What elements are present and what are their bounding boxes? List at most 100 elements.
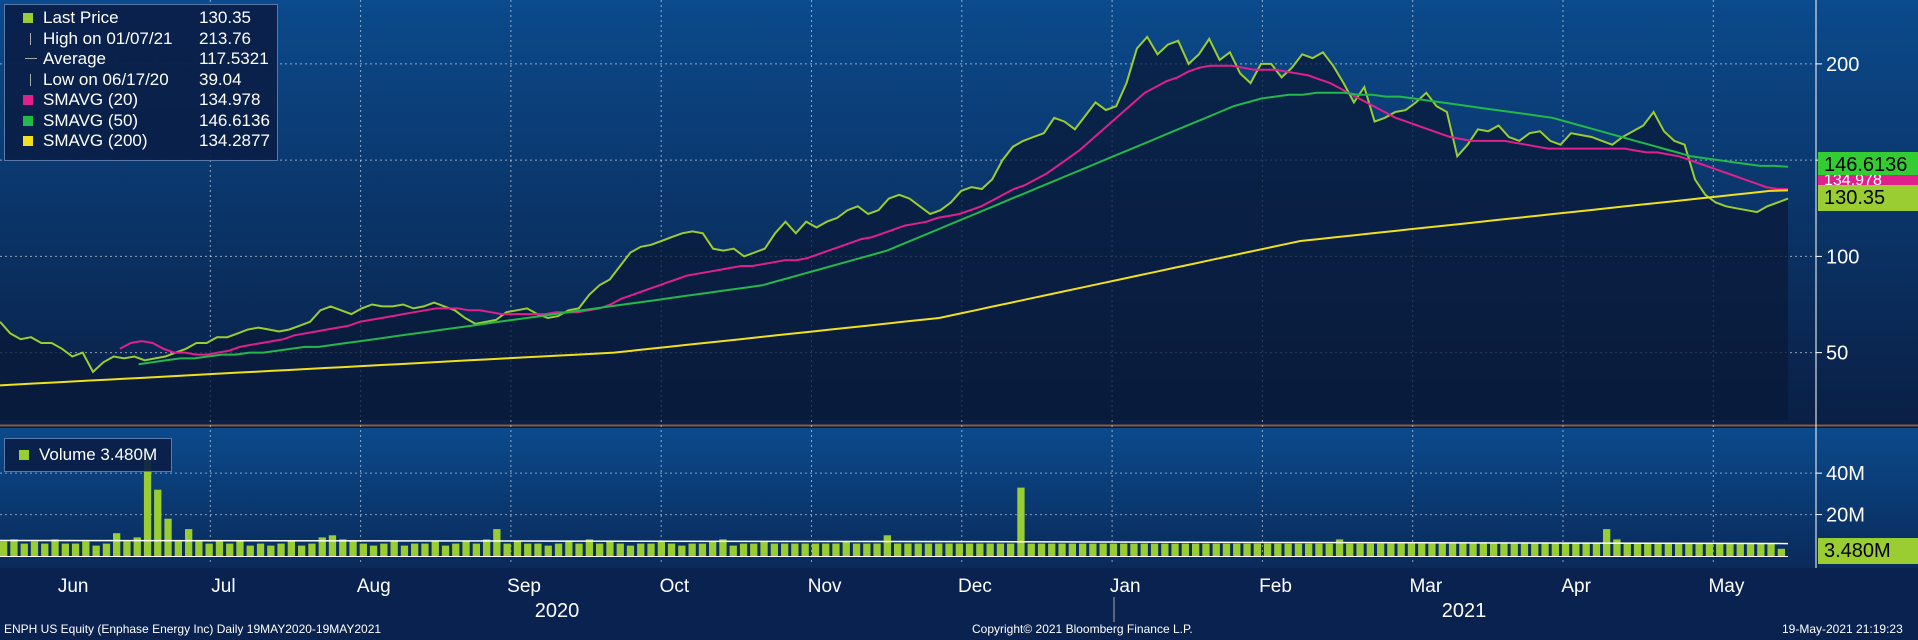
volume-bar (1654, 543, 1662, 556)
series-sma200 (0, 189, 1789, 387)
series-sma20 (119, 64, 1789, 356)
volume-bar (688, 543, 696, 556)
volume-bar (1048, 543, 1056, 556)
volume-bar (61, 543, 69, 556)
volume-bar (143, 452, 152, 556)
year-label: 2021 (1442, 600, 1487, 622)
legend-item: SMAVG (50) 146.6136 (11, 111, 273, 131)
volume-bar (1366, 543, 1374, 556)
legend-item: High on 01/07/21 213.76 (11, 29, 273, 49)
legend-label: Last Price (43, 8, 119, 27)
volume-bar (215, 541, 224, 556)
series-lines (0, 35, 1789, 387)
volume-bar (1490, 543, 1498, 556)
x-tick-label: Sep (507, 576, 541, 597)
sma20-value-tag: 134.978 (1818, 175, 1918, 187)
volume-bar (863, 543, 871, 556)
volume-bar (236, 541, 244, 556)
legend-value: 134.2877 (199, 131, 270, 150)
volume-bar (657, 541, 665, 556)
y-tick-label: 200 (1826, 54, 1859, 76)
volume-bar (1253, 543, 1261, 556)
volume-bar (524, 543, 532, 556)
volume-bar (842, 541, 850, 556)
volume-bar (1572, 543, 1580, 556)
legend-value: 39.04 (199, 69, 242, 89)
volume-bar (976, 543, 984, 556)
volume-bar (1007, 543, 1015, 556)
volume-bar (719, 539, 727, 556)
volume-bar (185, 529, 193, 556)
volume-bar (770, 543, 778, 556)
legend-mark (23, 136, 33, 146)
volume-bar (51, 539, 59, 556)
x-tick-label: Jan (1110, 576, 1141, 597)
volume-bar (441, 545, 450, 556)
legend-value: 213.76 (199, 28, 251, 48)
volume-bar (894, 543, 902, 556)
volume-bar (164, 518, 172, 556)
volume-bar (123, 541, 131, 556)
volume-bar (1120, 543, 1128, 556)
volume-bar (626, 545, 635, 556)
volume-bar (1017, 487, 1025, 556)
volume-bar (729, 545, 737, 556)
volume-bar (698, 543, 707, 556)
volume-bar (195, 541, 203, 556)
volume-bar (996, 543, 1005, 556)
volume-bar (945, 543, 953, 556)
volume-value-tag: 3.480M (1818, 538, 1918, 564)
volume-bar (1520, 543, 1529, 556)
volume-bar (667, 543, 676, 556)
volume-bar (811, 543, 820, 556)
sma50-value-tag: 146.6136 (1818, 152, 1918, 178)
volume-bar (1675, 543, 1683, 556)
volume-bar (328, 535, 337, 556)
volume-bar (133, 537, 141, 556)
volume-bar (965, 543, 974, 556)
volume-bar (1685, 543, 1693, 556)
x-tick-label: Nov (808, 576, 842, 597)
volume-bar (205, 543, 213, 556)
volume-bar (452, 543, 460, 556)
volume-legend: Volume 3.480M (4, 438, 172, 472)
volume-bar (1161, 543, 1169, 556)
volume-bar (554, 543, 563, 556)
volume-bar (852, 543, 861, 556)
volume-bar (1377, 543, 1385, 556)
volume-bar (1716, 543, 1724, 556)
volume-bar (339, 539, 347, 556)
volume-bar (267, 545, 275, 556)
price-legend: Last Price 130.35 High on 01/07/21 213.76 Av… (4, 4, 278, 161)
legend-mark (30, 32, 31, 45)
volume-bar (575, 543, 583, 556)
volume-bar (1582, 543, 1590, 556)
volume-bar (1150, 543, 1159, 556)
volume-bar (1346, 543, 1354, 556)
volume-bar (1746, 543, 1755, 556)
volume-bar (616, 543, 624, 556)
volume-bar (883, 535, 891, 556)
volume-bar (781, 543, 789, 556)
volume-bar (349, 541, 357, 556)
volume-bar (1767, 543, 1775, 556)
volume-bars (0, 452, 1789, 556)
legend-mark (25, 58, 37, 59)
volume-bar (1335, 539, 1344, 556)
legend-item: Low on 06/17/20 39.04 (11, 70, 273, 90)
volume-bar (1407, 543, 1416, 556)
volume-bar (750, 543, 758, 556)
volume-bar (791, 543, 799, 556)
volume-bar (287, 541, 295, 556)
legend-label: SMAVG (20) (43, 90, 139, 109)
volume-bar (873, 543, 881, 556)
series-price (0, 35, 1789, 374)
volume-bar (1130, 543, 1138, 556)
legend-value: 134.978 (199, 90, 261, 109)
volume-bar (359, 543, 367, 556)
volume-bar (390, 541, 398, 556)
footer-timestamp: 19-May-2021 21:19:23 (1782, 622, 1903, 636)
volume-bar (1561, 543, 1570, 556)
volume-bar (1212, 543, 1220, 556)
volume-bar (986, 543, 994, 556)
